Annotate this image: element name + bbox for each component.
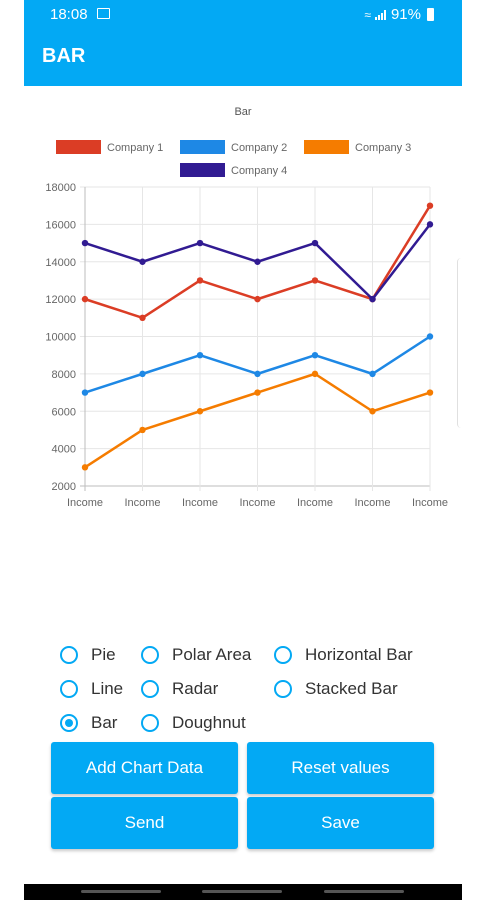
chart-title: Bar <box>234 106 251 118</box>
radio-pie-circle[interactable] <box>60 646 78 664</box>
y-tick-label: 8000 <box>52 369 76 381</box>
data-point <box>139 314 146 322</box>
data-point <box>311 351 319 359</box>
y-tick-label: 12000 <box>45 294 76 306</box>
wifi-icon: ≈ <box>364 7 371 22</box>
side-scroll-tab <box>457 258 462 428</box>
radio-line-label: Line <box>91 679 124 698</box>
radio-polar-area[interactable]: Polar Area <box>141 645 251 665</box>
legend-label-2: Company 2 <box>231 142 287 154</box>
radio-stacked-bar[interactable]: Stacked Bar <box>274 679 398 699</box>
status-bar: 18:08 ≈ 91% <box>24 0 462 30</box>
data-point <box>311 370 319 378</box>
send-button[interactable]: Send <box>51 797 238 849</box>
data-point <box>369 408 376 415</box>
data-point <box>81 239 89 247</box>
legend-label-1: Company 1 <box>107 142 163 154</box>
data-point <box>81 464 89 471</box>
reset-values-button[interactable]: Reset values <box>247 742 434 794</box>
data-point <box>369 295 376 303</box>
radio-radar-circle[interactable] <box>141 680 159 698</box>
data-point <box>426 202 434 209</box>
chart-type-group: Pie Polar Area Horizontal Bar Line Radar… <box>24 640 462 740</box>
radio-line-circle[interactable] <box>60 680 78 698</box>
data-point <box>254 295 261 303</box>
y-tick-label: 4000 <box>52 444 76 456</box>
data-point <box>254 370 261 378</box>
radio-bar-label: Bar <box>91 713 118 732</box>
x-tick-label: Income <box>124 497 160 509</box>
y-tick-label: 14000 <box>45 257 76 269</box>
radio-line[interactable]: Line <box>60 679 123 699</box>
x-tick-label: Income <box>67 497 103 509</box>
radio-polar-area-label: Polar Area <box>172 645 252 664</box>
legend-swatch-4 <box>180 163 225 177</box>
x-tick-label: Income <box>239 497 275 509</box>
radio-horizontal-bar-label: Horizontal Bar <box>305 645 413 664</box>
data-point <box>369 370 376 378</box>
radio-pie-label: Pie <box>91 645 116 664</box>
signal-icon <box>374 9 387 20</box>
data-point <box>139 426 146 434</box>
battery-icon <box>427 8 434 21</box>
phone-screen: 18:08 ≈ 91% BAR Bar Company 1 Company 2 Com… <box>24 0 462 900</box>
data-point <box>426 333 434 340</box>
data-point <box>426 389 434 396</box>
radio-stacked-bar-label: Stacked Bar <box>305 679 398 698</box>
image-icon <box>97 8 110 19</box>
radio-pie[interactable]: Pie <box>60 645 116 665</box>
status-indicators: ≈ 91% <box>364 6 434 23</box>
data-point <box>81 389 89 396</box>
radio-radar[interactable]: Radar <box>141 679 218 699</box>
radio-polar-area-circle[interactable] <box>141 646 159 664</box>
legend-label-4: Company 4 <box>231 165 287 177</box>
radio-horizontal-bar[interactable]: Horizontal Bar <box>274 645 413 665</box>
legend-swatch-3 <box>304 140 349 154</box>
radio-stacked-bar-circle[interactable] <box>274 680 292 698</box>
x-tick-label: Income <box>354 497 390 509</box>
y-tick-label: 16000 <box>45 219 76 231</box>
y-tick-label: 18000 <box>45 182 76 194</box>
data-point <box>426 221 434 228</box>
data-point <box>254 258 261 265</box>
data-point <box>196 239 204 247</box>
save-button[interactable]: Save <box>247 797 434 849</box>
y-tick-label: 10000 <box>45 332 76 344</box>
radio-radar-label: Radar <box>172 679 219 698</box>
nav-recents-handle[interactable] <box>81 890 161 893</box>
x-tick-label: Income <box>297 497 333 509</box>
nav-back-handle[interactable] <box>324 890 404 893</box>
data-point <box>254 389 261 396</box>
y-tick-label: 6000 <box>52 406 76 418</box>
app-title: BAR <box>42 45 86 67</box>
nav-home-handle[interactable] <box>202 890 282 893</box>
data-point <box>139 258 146 265</box>
data-point <box>196 408 204 415</box>
data-point <box>81 295 89 303</box>
data-point <box>196 277 204 284</box>
y-tick-label: 2000 <box>52 481 76 493</box>
legend-label-3: Company 3 <box>355 142 411 154</box>
radio-doughnut-circle[interactable] <box>141 714 159 732</box>
data-point <box>139 370 146 378</box>
status-time: 18:08 <box>50 6 88 23</box>
navigation-bar <box>24 884 462 900</box>
x-tick-label: Income <box>182 497 218 509</box>
radio-horizontal-bar-circle[interactable] <box>274 646 292 664</box>
legend-swatch-2 <box>180 140 225 154</box>
app-bar: 18:08 ≈ 91% BAR <box>24 0 462 86</box>
data-point <box>311 277 319 284</box>
chart: Bar Company 1 Company 2 Company 3 Company 4 1… <box>24 95 462 525</box>
radio-bar-circle[interactable] <box>60 714 78 732</box>
data-point <box>311 239 319 247</box>
line-chart: Bar Company 1 Company 2 Company 3 Company 4 1… <box>45 106 448 509</box>
x-tick-label: Income <box>412 497 448 509</box>
battery-percent: 91% <box>390 6 421 23</box>
radio-doughnut[interactable]: Doughnut <box>141 713 246 733</box>
radio-bar[interactable]: Bar <box>60 713 117 733</box>
legend-swatch-1 <box>56 140 101 154</box>
add-chart-data-button[interactable]: Add Chart Data <box>51 742 238 794</box>
data-point <box>196 351 204 359</box>
radio-doughnut-label: Doughnut <box>172 713 246 732</box>
